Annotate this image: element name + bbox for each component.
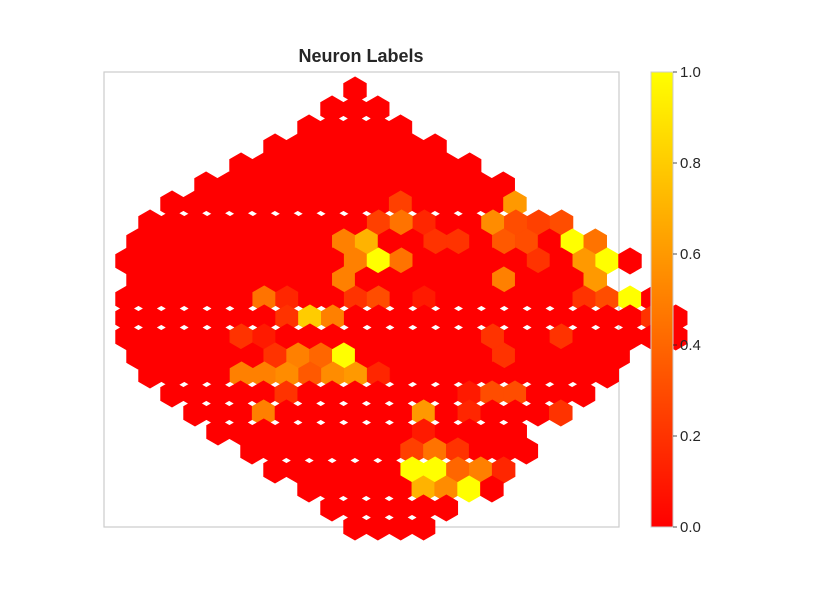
hex-cell — [549, 399, 573, 427]
colorbar-tick-label: 0.0 — [680, 519, 701, 536]
hex-cell — [480, 475, 504, 503]
colorbar-tick-label: 0.8 — [680, 155, 701, 172]
hex-cell — [571, 380, 596, 408]
hex-cell — [514, 437, 539, 465]
colorbar-tick-label: 0.6 — [680, 246, 701, 263]
hex-cell — [618, 247, 642, 275]
colorbar-tick-label: 0.2 — [680, 428, 701, 445]
hex-cell — [595, 361, 619, 389]
hex-cell-layer — [115, 76, 688, 541]
colorbar-gradient — [650, 71, 674, 528]
hex-cell — [411, 513, 436, 541]
chart-title: Neuron Labels — [298, 46, 423, 66]
colorbar-tick-label: 0.4 — [680, 337, 701, 354]
colorbar-tick-label: 1.0 — [680, 64, 701, 81]
hex-cell — [434, 494, 459, 522]
colorbar-ticks: 0.0 0.2 0.4 0.6 0.8 1.0 — [673, 64, 701, 536]
